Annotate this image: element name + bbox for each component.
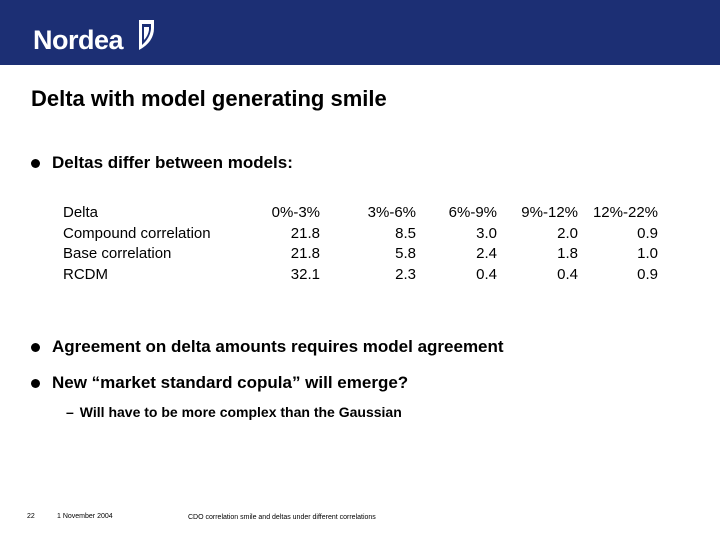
table-cell: 2.3 xyxy=(395,265,416,283)
column-header: 6%-9% xyxy=(448,204,497,221)
row-label: Compound correlation xyxy=(63,224,211,242)
sub-bullet-text: Will have to be more complex than the Ga… xyxy=(79,404,402,420)
table-cell: 32.1 xyxy=(290,265,320,283)
table-cell: 0.4 xyxy=(557,265,578,283)
page-number: 22 xyxy=(27,513,35,520)
table-cell: 0.9 xyxy=(637,265,658,283)
bullet-dot-icon xyxy=(31,158,40,168)
table-cell: 3.0 xyxy=(476,224,497,242)
sail-icon xyxy=(139,20,155,50)
bullet-item: New “market standard copula” will emerge… xyxy=(31,373,408,393)
column-header: Delta xyxy=(63,204,99,221)
table-cell: 21.8 xyxy=(290,224,320,242)
table-cell: 0.9 xyxy=(637,224,658,242)
bullet-dot-icon xyxy=(31,342,40,352)
sub-bullet: – Will have to be more complex than the G… xyxy=(66,404,402,420)
bullet-text: Agreement on delta amounts requires mode… xyxy=(52,337,504,356)
bullet-item: Deltas differ between models: xyxy=(31,153,293,173)
slide-title: Delta with model generating smile xyxy=(31,86,387,111)
column-header: 3%-6% xyxy=(367,204,416,221)
table-cell: 2.0 xyxy=(557,224,578,242)
footer-note: CDO correlation smile and deltas under d… xyxy=(188,514,376,521)
table-header-row: Delta 0%-3% 3%-6% 6%-9% 9%-12% 12%-22% xyxy=(63,203,658,224)
logo-wordmark: Nordea xyxy=(33,25,124,55)
nordea-logo: Nordea xyxy=(33,18,155,58)
table-cell: 0.4 xyxy=(476,265,497,283)
table-cell: 5.8 xyxy=(395,245,416,262)
header-bar: Nordea xyxy=(0,0,720,65)
table-cell: 1.0 xyxy=(637,245,658,262)
table-row: Compound correlation 21.8 8.5 3.0 2.0 0.… xyxy=(63,224,658,245)
table-cell: 8.5 xyxy=(395,224,416,242)
delta-table: Delta 0%-3% 3%-6% 6%-9% 9%-12% 12%-22% C… xyxy=(63,203,658,285)
footer-date: 1 November 2004 xyxy=(57,513,113,520)
row-label: Base correlation xyxy=(63,245,172,262)
column-header: 0%-3% xyxy=(271,204,320,221)
dash-glyph: – xyxy=(66,404,74,420)
row-label: RCDM xyxy=(63,265,108,283)
column-header: 12%-22% xyxy=(592,204,658,221)
table-cell: 1.8 xyxy=(557,245,578,262)
bullet-text: New “market standard copula” will emerge… xyxy=(52,373,409,392)
column-header: 9%-12% xyxy=(521,204,578,221)
bullet-dot-icon xyxy=(31,378,40,388)
table-cell: 21.8 xyxy=(290,245,320,262)
table-row: RCDM 32.1 2.3 0.4 0.4 0.9 xyxy=(63,265,658,286)
bullet-item: Agreement on delta amounts requires mode… xyxy=(31,337,504,357)
bullet-text: Deltas differ between models: xyxy=(52,153,293,172)
table-row: Base correlation 21.8 5.8 2.4 1.8 1.0 xyxy=(63,244,658,265)
table-cell: 2.4 xyxy=(476,245,497,262)
